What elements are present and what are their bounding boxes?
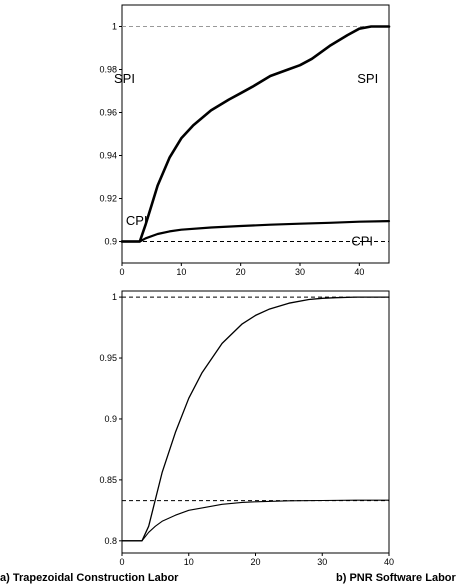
x-tick-label: 30 xyxy=(317,557,327,567)
y-tick-label: 0.94 xyxy=(99,151,117,161)
plot-frame xyxy=(121,290,390,554)
y-tick-label: 0.98 xyxy=(99,65,117,75)
x-tick-label: 0 xyxy=(119,267,124,277)
x-tick-label: 30 xyxy=(295,267,305,277)
x-tick-label: 20 xyxy=(250,557,260,567)
series-line-2 xyxy=(120,220,391,243)
chart-top: 0 10 20 30 40 0.9 0.92 0.94 0.96 0.98 1 SPI SPI CPI CP… xyxy=(99,4,391,277)
y-tick-label: 0.8 xyxy=(104,536,117,546)
series-line-2 xyxy=(121,499,390,542)
y-tick-label: 0.85 xyxy=(99,475,117,485)
y-tick-label: 0.9 xyxy=(104,237,117,247)
plot-frame xyxy=(121,4,390,264)
y-tick-label: 0.96 xyxy=(99,108,117,118)
y-tick-label: 1 xyxy=(112,22,117,32)
series-line-1 xyxy=(120,25,391,243)
series-line-1 xyxy=(121,296,390,542)
annotation-label: SPI xyxy=(357,71,378,86)
x-tick-label: 0 xyxy=(119,557,124,567)
caption-left: a) Trapezoidal Construction Labor xyxy=(0,572,179,584)
x-tick-label: 40 xyxy=(384,557,394,567)
annotation-label: CPI xyxy=(126,213,148,228)
x-tick-label: 20 xyxy=(236,267,246,277)
x-tick-label: 10 xyxy=(184,557,194,567)
annotation-label: CPI xyxy=(351,233,373,248)
y-tick-label: 0.92 xyxy=(99,194,117,204)
y-tick-label: 1 xyxy=(112,292,117,302)
x-tick-label: 10 xyxy=(176,267,186,277)
caption-right: b) PNR Software Labor xyxy=(336,572,456,584)
y-tick-label: 0.9 xyxy=(104,414,117,424)
x-tick-label: 40 xyxy=(354,267,364,277)
annotation-label: SPI xyxy=(114,71,135,86)
y-tick-label: 0.95 xyxy=(99,353,117,363)
